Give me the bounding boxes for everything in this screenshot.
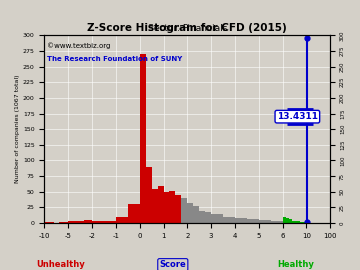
Bar bbox=[59, 222, 63, 223]
Bar bbox=[63, 222, 68, 223]
Bar bbox=[294, 221, 301, 223]
Bar bbox=[247, 219, 259, 223]
Bar bbox=[128, 204, 140, 223]
Text: The Research Foundation of SUNY: The Research Foundation of SUNY bbox=[47, 56, 183, 62]
Bar bbox=[211, 214, 223, 223]
Y-axis label: Number of companies (1067 total): Number of companies (1067 total) bbox=[15, 75, 20, 183]
Bar bbox=[292, 221, 294, 223]
Bar bbox=[49, 222, 54, 223]
Bar bbox=[175, 195, 181, 223]
Bar bbox=[289, 219, 292, 223]
Bar bbox=[223, 217, 235, 223]
Bar bbox=[116, 217, 128, 223]
Bar bbox=[187, 203, 193, 223]
Bar bbox=[158, 185, 163, 223]
Bar bbox=[285, 218, 289, 223]
Bar bbox=[44, 222, 49, 223]
Bar bbox=[259, 220, 271, 223]
Bar bbox=[84, 220, 92, 223]
Bar bbox=[193, 205, 199, 223]
Bar bbox=[92, 221, 104, 223]
Text: ©www.textbiz.org: ©www.textbiz.org bbox=[47, 43, 111, 49]
Bar bbox=[181, 198, 187, 223]
Bar bbox=[301, 222, 306, 223]
Bar bbox=[235, 218, 247, 223]
Bar bbox=[68, 221, 76, 223]
Bar bbox=[271, 221, 283, 223]
Bar bbox=[199, 211, 205, 223]
Text: 13.4311: 13.4311 bbox=[277, 112, 318, 121]
Text: Healthy: Healthy bbox=[277, 260, 314, 269]
Bar bbox=[152, 189, 158, 223]
Bar bbox=[104, 221, 116, 223]
Bar bbox=[205, 212, 211, 223]
Text: Score: Score bbox=[159, 260, 186, 269]
Bar bbox=[170, 191, 175, 223]
Bar bbox=[140, 54, 146, 223]
Bar bbox=[283, 217, 285, 223]
Bar bbox=[163, 192, 170, 223]
Bar bbox=[146, 167, 152, 223]
Title: Z-Score Histogram for CFD (2015): Z-Score Histogram for CFD (2015) bbox=[87, 23, 287, 33]
Text: Unhealthy: Unhealthy bbox=[36, 260, 85, 269]
Text: Sector: Financials: Sector: Financials bbox=[148, 24, 227, 33]
Bar bbox=[76, 221, 84, 223]
